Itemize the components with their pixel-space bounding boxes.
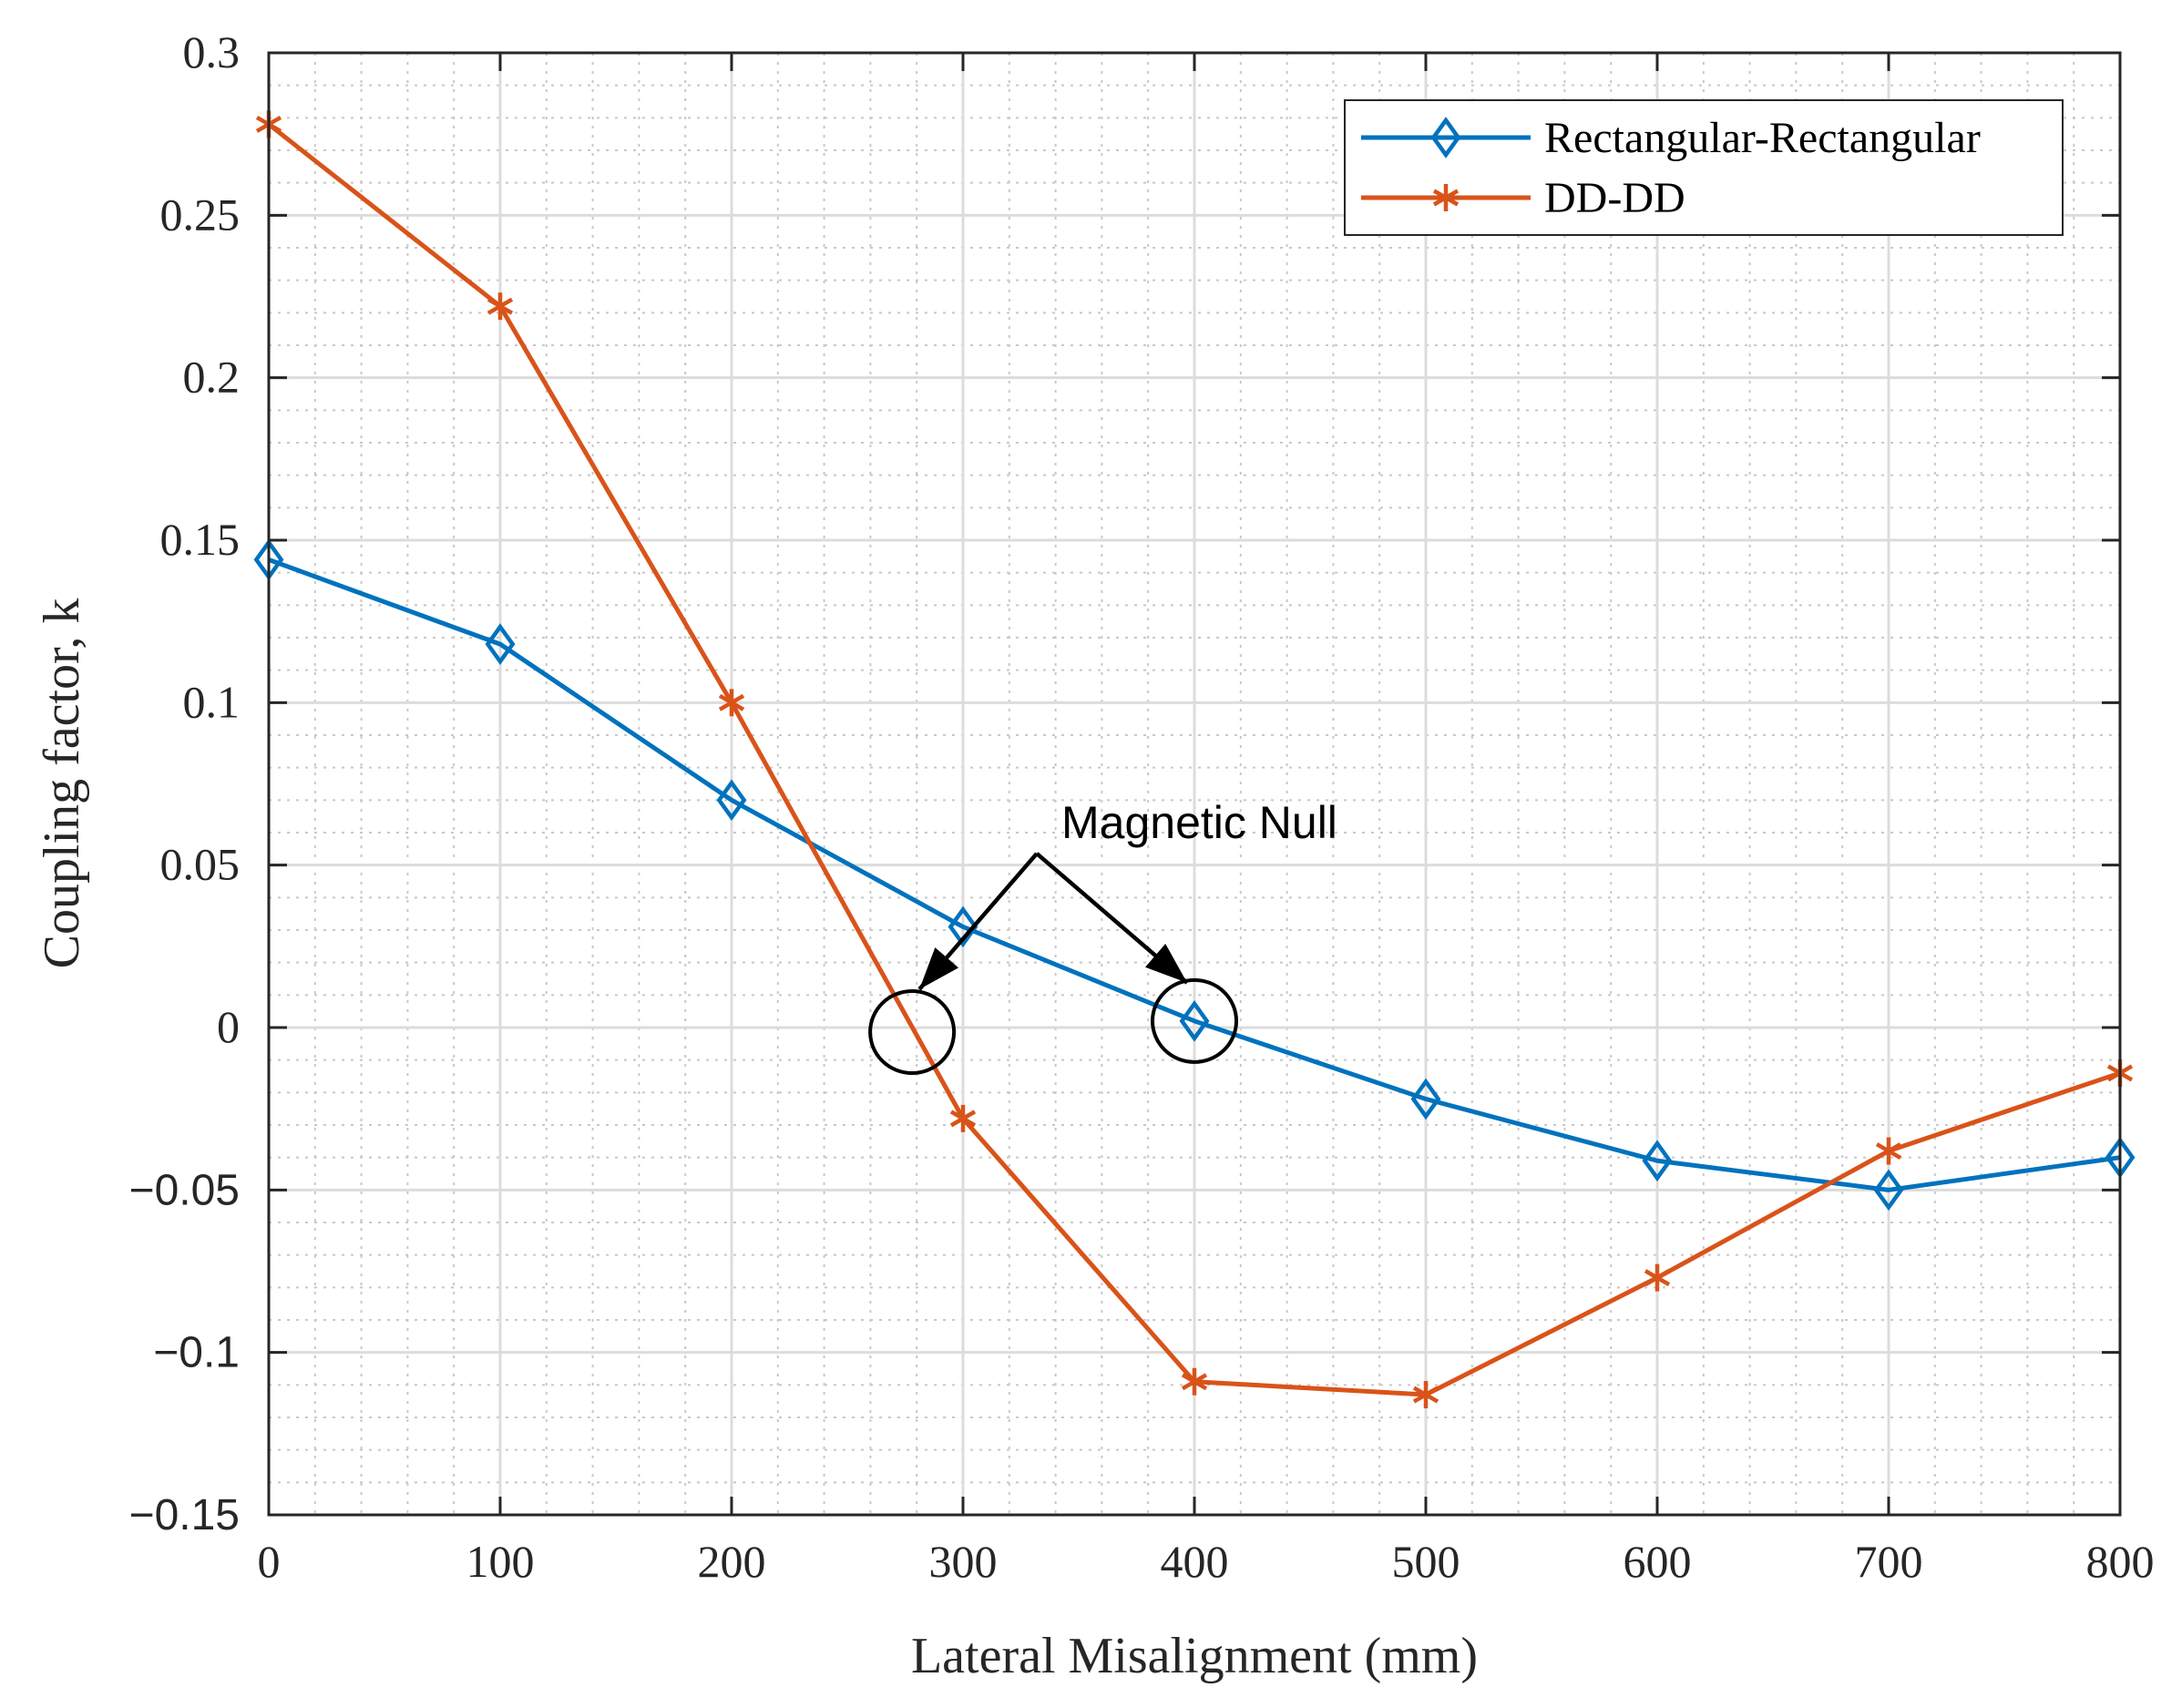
asterisk-stroke: [1412, 1386, 1439, 1404]
legend-entry: DD-DD: [1361, 174, 1685, 222]
annotation-magnetic-null: Magnetic Null: [868, 797, 1337, 1075]
annotation-circle: [1151, 977, 1238, 1064]
data-point-marker: [1873, 1169, 1904, 1212]
data-point-marker: [1412, 1381, 1439, 1409]
data-point-marker: [1875, 1137, 1902, 1165]
data-point-marker: [1430, 117, 1461, 159]
y-tick-label: 0.3: [183, 26, 241, 77]
data-point-marker: [1642, 1140, 1673, 1182]
x-axis-title: Lateral Misalignment (mm): [911, 1628, 1478, 1684]
x-tick-label: 100: [466, 1536, 535, 1587]
asterisk-stroke: [1181, 1373, 1208, 1391]
annotation-circle: [868, 989, 957, 1075]
annotation-arrowhead: [1145, 943, 1187, 983]
data-point-marker: [485, 623, 516, 665]
series-layer: [253, 110, 2136, 1409]
asterisk-stroke: [1644, 1269, 1671, 1287]
y-tick-label: 0.15: [160, 514, 241, 565]
y-axis-title: Coupling factor, k: [34, 598, 90, 969]
asterisk-stroke: [949, 1110, 977, 1128]
asterisk-stroke: [1432, 189, 1460, 207]
asterisk-stroke: [718, 693, 745, 711]
legend-label: DD-DD: [1544, 174, 1685, 222]
x-tick-label: 400: [1161, 1536, 1229, 1587]
x-tick-label: 200: [698, 1536, 766, 1587]
y-tick-label: 0.1: [183, 676, 241, 727]
x-tick-labels: 0 100 200 300 400 500 600 700 800: [258, 1536, 2155, 1587]
legend-box: [1344, 99, 2064, 236]
y-tick-label: 0.05: [160, 839, 241, 890]
data-point-marker: [1179, 1000, 1210, 1042]
asterisk-stroke: [1875, 1142, 1902, 1160]
x-tick-label: 500: [1392, 1536, 1460, 1587]
annotation-layer: Magnetic Null: [868, 797, 1337, 1075]
data-point-marker: [1644, 1263, 1671, 1292]
y-tick-labels: 0.3 0.25 0.2 0.15 0.1 0.05 0 −0.05 −0.1 −0.15: [129, 26, 240, 1539]
x-tick-label: 800: [2086, 1536, 2155, 1587]
data-point-marker: [1410, 1078, 1441, 1120]
data-point-marker: [949, 1104, 977, 1132]
legend-entry: Rectangular-Rectangular: [1361, 114, 1981, 162]
y-tick-label: 0.25: [160, 189, 241, 240]
annotation-arrowhead: [919, 947, 959, 989]
series-line: [268, 557, 2121, 1192]
x-tick-label: 0: [258, 1536, 281, 1587]
x-tick-label: 600: [1624, 1536, 1692, 1587]
data-point-marker: [1181, 1367, 1208, 1396]
minor-grid: [269, 53, 2120, 1515]
y-tick-label: −0.1: [153, 1329, 240, 1377]
y-tick-label: 0.2: [183, 352, 241, 403]
data-point-marker: [716, 779, 747, 822]
x-tick-label: 300: [929, 1536, 998, 1587]
data-point-marker: [948, 905, 978, 948]
data-point-marker: [487, 292, 514, 321]
y-tick-label: 0: [217, 1001, 240, 1052]
data-point-marker: [1432, 184, 1460, 211]
legend-label: Rectangular-Rectangular: [1544, 114, 1981, 162]
tick-layer: [267, 51, 2122, 1517]
y-tick-label: −0.05: [129, 1166, 240, 1214]
data-point-marker: [718, 689, 745, 717]
legend: Rectangular-Rectangular DD-DD: [1344, 99, 2064, 236]
asterisk-stroke: [487, 297, 514, 315]
annotation-label: Magnetic Null: [1061, 797, 1337, 848]
x-tick-label: 700: [1855, 1536, 1923, 1587]
y-tick-label: −0.15: [129, 1491, 240, 1539]
